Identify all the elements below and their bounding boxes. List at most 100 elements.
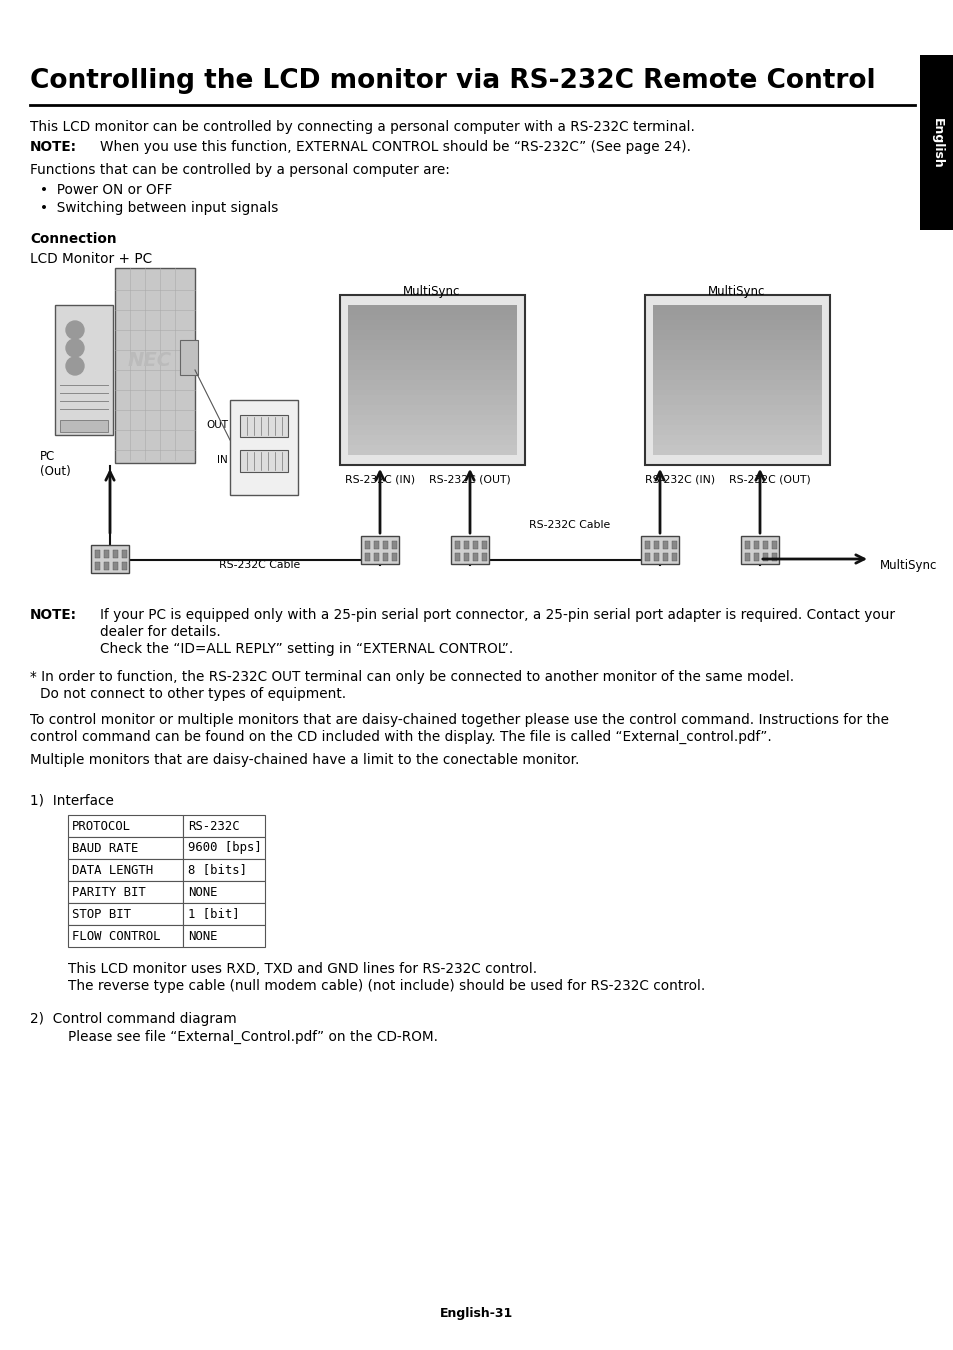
Bar [55, 305, 112, 435]
Bar [455, 554, 459, 562]
Text: NOTE:: NOTE: [30, 608, 77, 622]
Text: RS-232C Cable: RS-232C Cable [529, 520, 610, 531]
Bar [365, 541, 370, 549]
Bar [348, 379, 517, 385]
Text: Functions that can be controlled by a personal computer are:: Functions that can be controlled by a pe… [30, 163, 450, 177]
Bar [183, 837, 265, 859]
Text: PARITY BIT: PARITY BIT [71, 886, 146, 899]
Text: 1)  Interface: 1) Interface [30, 792, 113, 807]
Bar [240, 450, 288, 472]
Bar [654, 554, 659, 562]
Bar [104, 549, 109, 558]
Bar [348, 315, 517, 320]
Bar [68, 837, 183, 859]
Bar [652, 405, 821, 410]
Bar [95, 549, 100, 558]
Text: * In order to function, the RS-232C OUT terminal can only be connected to anothe: * In order to function, the RS-232C OUT … [30, 670, 793, 684]
Bar [762, 554, 767, 562]
Text: To control monitor or multiple monitors that are daisy-chained together please u: To control monitor or multiple monitors … [30, 713, 888, 728]
Bar [348, 346, 517, 350]
Bar [473, 541, 477, 549]
Bar [652, 325, 821, 329]
Bar [455, 541, 459, 549]
Text: RS-232C (IN): RS-232C (IN) [644, 475, 715, 485]
Bar [180, 340, 198, 375]
Circle shape [66, 321, 84, 339]
Bar [652, 390, 821, 396]
Bar [68, 859, 183, 882]
Bar [348, 305, 517, 310]
Text: If your PC is equipped only with a 25-pin serial port connector, a 25-pin serial: If your PC is equipped only with a 25-pi… [100, 608, 894, 622]
Bar [348, 329, 517, 335]
Bar [348, 375, 517, 379]
Bar [481, 541, 486, 549]
Bar [68, 925, 183, 946]
Text: FLOW CONTROL: FLOW CONTROL [71, 930, 160, 942]
Text: Multiple monitors that are daisy-chained have a limit to the conectable monitor.: Multiple monitors that are daisy-chained… [30, 753, 578, 767]
Bar [348, 390, 517, 396]
Bar [365, 554, 370, 562]
Text: English: English [929, 117, 943, 169]
Bar [374, 554, 378, 562]
Bar [652, 425, 821, 431]
Bar [112, 562, 118, 570]
Bar [348, 446, 517, 450]
Bar [183, 882, 265, 903]
Bar [652, 396, 821, 400]
Bar [348, 450, 517, 455]
Bar [392, 541, 396, 549]
Text: •  Power ON or OFF: • Power ON or OFF [40, 184, 172, 197]
Bar [652, 440, 821, 446]
Bar [652, 355, 821, 360]
Text: RS-232C (OUT): RS-232C (OUT) [728, 475, 810, 485]
Bar [183, 925, 265, 946]
Circle shape [66, 356, 84, 375]
Bar [753, 541, 759, 549]
Bar [348, 335, 517, 340]
Bar [183, 815, 265, 837]
Text: Controlling the LCD monitor via RS-232C Remote Control: Controlling the LCD monitor via RS-232C … [30, 68, 875, 94]
Bar [640, 536, 679, 564]
Bar [652, 315, 821, 320]
Bar [348, 431, 517, 435]
Bar [348, 420, 517, 425]
Bar [662, 541, 667, 549]
Bar [348, 405, 517, 410]
Bar [392, 554, 396, 562]
Bar [644, 554, 649, 562]
Bar [652, 340, 821, 346]
Bar [382, 541, 388, 549]
Bar [348, 370, 517, 375]
Bar [348, 400, 517, 405]
Text: RS-232C: RS-232C [188, 819, 239, 833]
Bar [654, 541, 659, 549]
Bar [339, 296, 524, 464]
Bar [744, 554, 749, 562]
Bar [652, 400, 821, 405]
Bar [348, 435, 517, 440]
Text: NOTE:: NOTE: [30, 140, 77, 154]
Text: MultiSync: MultiSync [879, 559, 937, 571]
Text: Connection: Connection [30, 232, 116, 246]
Bar [115, 269, 194, 463]
Bar [652, 420, 821, 425]
Bar [652, 375, 821, 379]
Bar [762, 541, 767, 549]
Bar [652, 435, 821, 440]
Bar [771, 554, 776, 562]
Text: •  Switching between input signals: • Switching between input signals [40, 201, 278, 215]
Text: MultiSync: MultiSync [707, 285, 765, 298]
Text: NONE: NONE [188, 886, 217, 899]
Text: control command can be found on the CD included with the display. The file is ca: control command can be found on the CD i… [30, 730, 771, 744]
Bar [348, 364, 517, 370]
Bar [91, 545, 129, 572]
Bar [112, 549, 118, 558]
Text: English-31: English-31 [440, 1307, 513, 1320]
Bar [68, 882, 183, 903]
Bar [122, 562, 127, 570]
Bar [348, 350, 517, 355]
Text: 1 [bit]: 1 [bit] [188, 907, 239, 921]
Text: STOP BIT: STOP BIT [71, 907, 131, 921]
Bar [671, 554, 677, 562]
Bar [481, 554, 486, 562]
